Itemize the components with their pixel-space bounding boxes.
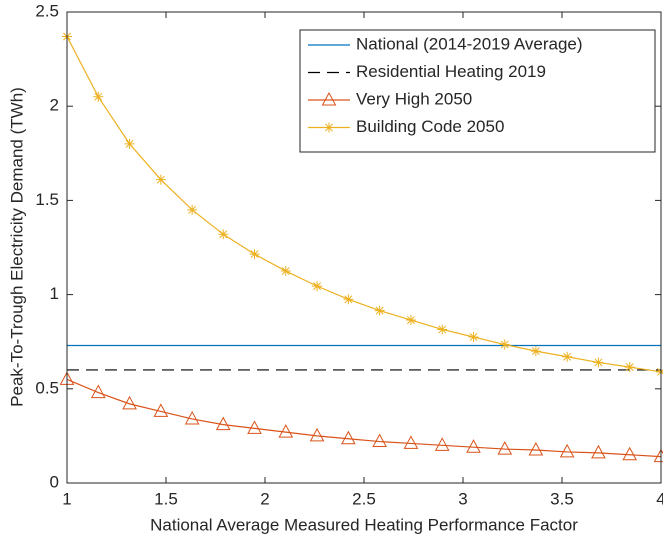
marker: [468, 331, 479, 342]
marker: [278, 424, 294, 438]
marker: [247, 420, 262, 434]
marker: [122, 395, 137, 410]
marker: [90, 384, 106, 399]
legend-box: [299, 29, 656, 153]
marker: [249, 249, 260, 260]
marker: [591, 444, 606, 459]
x-axis-label: National Average Measured Heating Perfor…: [150, 515, 578, 534]
y-tick-label: 1.5: [35, 190, 59, 209]
marker: [403, 435, 419, 449]
marker: [434, 437, 450, 451]
marker: [622, 446, 638, 461]
series-line: [66, 36, 662, 373]
marker: [280, 266, 291, 277]
marker: [324, 122, 334, 133]
x-tick-label: 2: [260, 489, 269, 508]
series-line: [66, 378, 662, 458]
x-tick-label: 3: [458, 489, 467, 508]
x-tick-label: 1: [62, 489, 71, 508]
marker: [343, 294, 354, 305]
marker: [374, 305, 385, 316]
marker: [530, 346, 541, 357]
x-tick-label: 1.5: [154, 489, 178, 508]
marker: [184, 410, 200, 425]
legend-label: Very High 2050: [356, 89, 472, 108]
marker: [187, 204, 198, 215]
y-tick-label: 0.5: [35, 378, 59, 397]
marker: [624, 362, 635, 373]
marker: [124, 138, 135, 149]
marker: [437, 324, 448, 335]
legend-label: National (2014-2019 Average): [356, 34, 583, 53]
plot-frame: [66, 11, 662, 484]
marker: [528, 441, 544, 456]
marker: [309, 427, 325, 442]
marker: [341, 430, 356, 445]
marker: [153, 403, 169, 417]
legend-label: Building Code 2050: [356, 117, 504, 136]
marker: [593, 357, 604, 368]
marker: [321, 91, 337, 106]
marker: [218, 229, 229, 240]
y-tick-label: 2.5: [35, 1, 59, 20]
marker: [405, 315, 416, 326]
marker: [466, 439, 481, 453]
marker: [499, 339, 510, 350]
legend-label: Residential Heating 2019: [356, 62, 546, 81]
y-axis-label: Peak-To-Trough Electricity Demand (TWh): [7, 87, 26, 407]
marker: [155, 174, 166, 185]
x-tick-label: 2.5: [352, 489, 376, 508]
marker: [497, 441, 513, 455]
marker: [372, 433, 387, 448]
marker: [312, 281, 323, 292]
marker: [215, 416, 231, 431]
x-tick-label: 3.5: [550, 489, 574, 508]
y-tick-label: 0: [50, 472, 59, 491]
y-tick-label: 2: [50, 96, 59, 115]
x-tick-label: 4: [656, 489, 663, 508]
marker: [562, 351, 573, 362]
y-tick-label: 1: [50, 284, 59, 303]
marker: [93, 91, 104, 102]
marker: [559, 443, 575, 458]
